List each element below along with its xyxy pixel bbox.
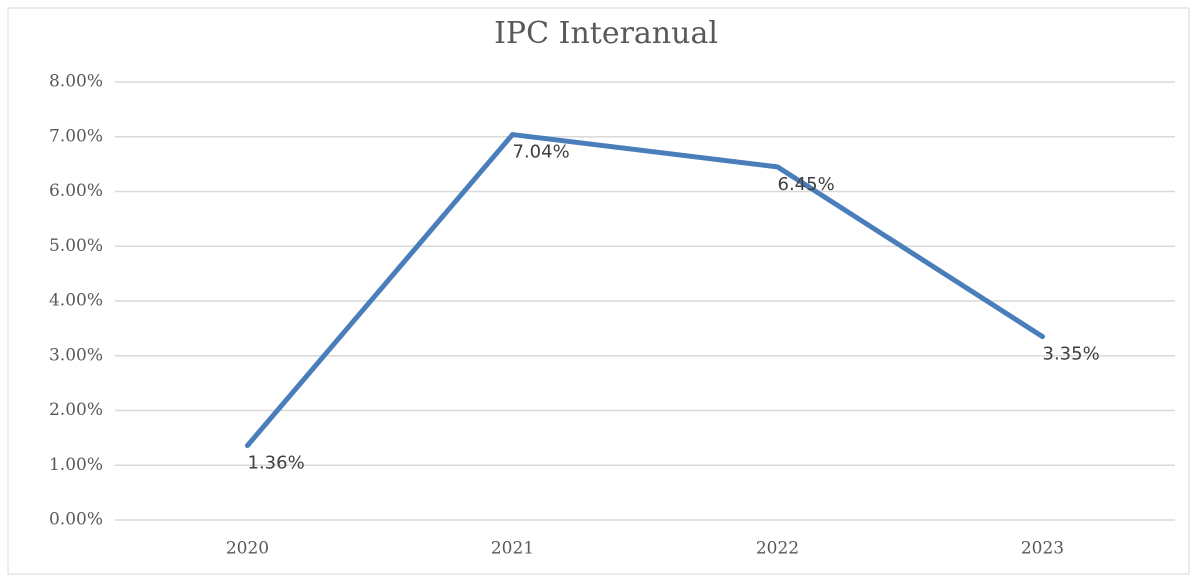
line [245, 132, 1045, 449]
y-tick-label: 1.00% [49, 455, 103, 475]
y-tick-label: 4.00% [49, 291, 103, 311]
chart-border [7, 7, 1190, 575]
chart-title: IPC Interanual [494, 16, 718, 51]
data-label: 1.36% [248, 453, 305, 474]
x-tick-label: 2020 [226, 539, 269, 559]
data-label: 6.45% [778, 174, 835, 195]
x-tick-label: 2021 [491, 539, 534, 559]
y-tick-label: 0.00% [49, 510, 103, 530]
x-tick-label: 2023 [1021, 539, 1064, 559]
y-tick-label: 3.00% [49, 345, 103, 365]
data-label: 3.35% [1043, 344, 1100, 365]
data-label: 7.04% [513, 142, 570, 163]
y-tick-label: 5.00% [49, 236, 103, 256]
x-tick-label: 2022 [756, 539, 799, 559]
y-tick-label: 6.00% [49, 181, 103, 201]
y-tick-label: 7.00% [49, 126, 103, 146]
y-tick-label: 2.00% [49, 400, 103, 420]
y-tick-label: 8.00% [49, 72, 103, 92]
